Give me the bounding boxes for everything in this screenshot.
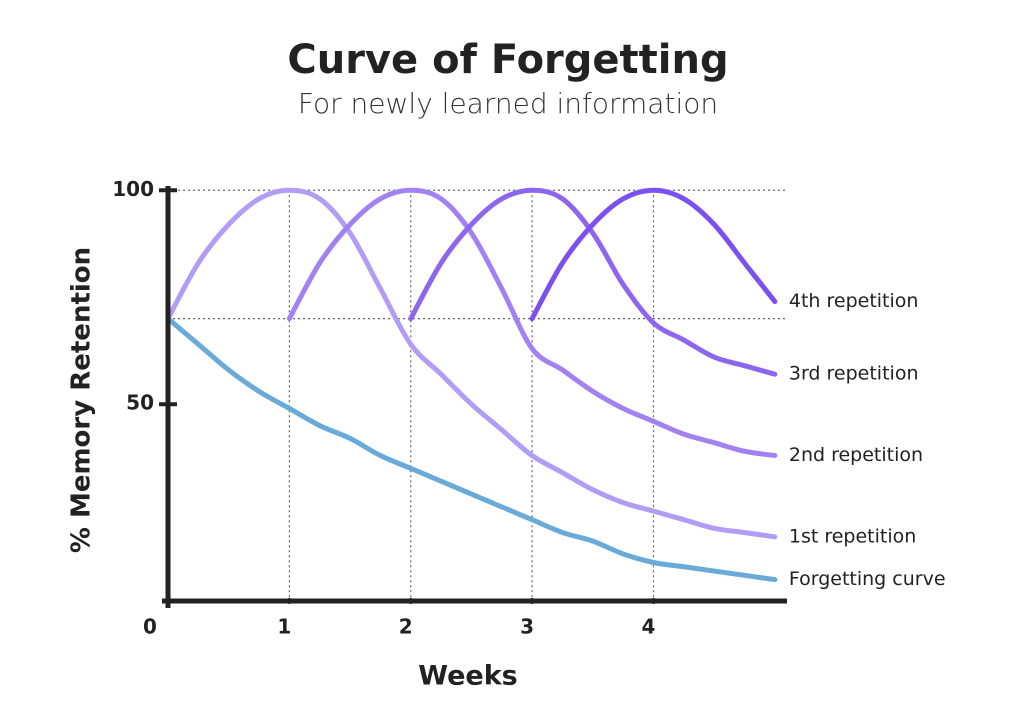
series-line — [165, 187, 778, 540]
y-tick-label: 50 — [126, 391, 154, 415]
x-tick-label: 1 — [277, 615, 291, 639]
series-line — [286, 187, 778, 459]
series-line — [408, 187, 778, 377]
chart-subtitle: For newly learned information — [298, 87, 718, 120]
y-axis-label: % Memory Retention — [67, 247, 97, 553]
legend-label: 3rd repetition — [789, 363, 919, 385]
x-tick-label: 2 — [399, 615, 413, 639]
legend-label: 4th repetition — [789, 290, 919, 312]
x-tick-label: 0 — [143, 615, 157, 639]
legend-label: 1st repetition — [789, 525, 916, 547]
series-line — [165, 316, 778, 583]
x-tick-label: 3 — [520, 615, 534, 639]
legend-label: Forgetting curve — [789, 568, 946, 590]
x-tick-label: 4 — [642, 615, 656, 639]
series-line — [529, 187, 778, 322]
chart-title: Curve of Forgetting — [287, 37, 728, 83]
x-axis-label: Weeks — [418, 661, 517, 692]
legend-label: 2nd repetition — [789, 444, 923, 466]
y-tick-label: 100 — [112, 177, 154, 201]
